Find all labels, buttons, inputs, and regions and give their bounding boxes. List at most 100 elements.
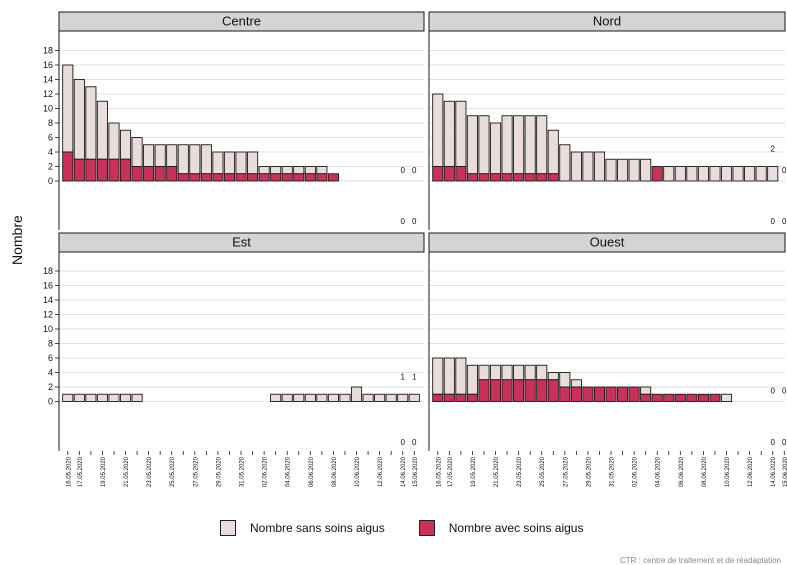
x-tick-label: 29.05.2020	[586, 456, 592, 487]
bar-sans-nord	[755, 166, 767, 182]
y-tick-label: 0	[48, 176, 53, 186]
y-tick-label: 0	[48, 397, 53, 407]
bar-sans-nord	[720, 166, 733, 182]
bar-sans-ouest	[443, 357, 455, 395]
bar-sans-centre	[119, 129, 132, 160]
bar-avec-nord	[455, 166, 467, 182]
bar-avec-centre	[212, 173, 224, 182]
bar-avec-ouest	[513, 379, 525, 402]
y-tick-label: 18	[43, 266, 53, 276]
bar-sans-ouest	[547, 372, 559, 381]
bar-sans-centre	[85, 86, 97, 160]
bar-sans-ouest	[559, 372, 571, 388]
bar-sans-centre	[304, 166, 316, 175]
bar-avec-centre	[235, 173, 247, 182]
bar-sans-est	[270, 393, 282, 402]
bar-avec-nord	[547, 173, 559, 182]
x-tick-label: 02.06.2020	[263, 456, 269, 487]
bar-sans-est	[293, 393, 305, 402]
panel-title-est: Est	[232, 235, 251, 250]
legend-label-sans: Nombre sans soins aigus	[250, 521, 385, 535]
x-tick-label: 08.06.2020	[702, 456, 708, 487]
bar-sans-centre	[143, 144, 155, 167]
x-tick-label: 17.05.2020	[448, 456, 454, 487]
bar-avec-ouest	[489, 379, 502, 402]
y-tick-label: 10	[43, 104, 53, 114]
y-tick-label: 14	[43, 75, 53, 85]
bar-sans-nord	[686, 166, 698, 182]
bar-sans-nord	[605, 158, 617, 182]
bar-sans-nord	[547, 129, 559, 175]
bar-avec-ouest	[651, 393, 663, 402]
bar-sans-nord	[640, 158, 652, 182]
x-tick-label: 29.05.2020	[216, 456, 222, 487]
bar-avec-ouest	[593, 386, 606, 402]
bar-avec-centre	[131, 166, 143, 182]
bottom-annotation: 0	[770, 217, 775, 226]
bar-sans-centre	[177, 144, 189, 175]
bar-sans-est	[62, 393, 74, 402]
legend-item-avec: Nombre avec soins aigus	[418, 520, 583, 536]
bar-avec-centre	[73, 158, 85, 182]
top-annotation: 0	[400, 166, 405, 175]
bar-avec-ouest	[697, 393, 709, 402]
bar-sans-nord	[767, 166, 779, 182]
bar-avec-centre	[143, 166, 155, 182]
bar-avec-nord	[432, 166, 444, 182]
bar-avec-ouest	[455, 393, 467, 402]
bar-sans-ouest	[720, 393, 733, 402]
y-tick-label: 4	[48, 368, 53, 378]
bar-sans-ouest	[570, 379, 582, 388]
bar-sans-est	[362, 393, 374, 402]
legend-item-sans: Nombre sans soins aigus	[220, 520, 385, 536]
bar-avec-nord	[501, 173, 513, 182]
bar-avec-centre	[96, 158, 108, 182]
bar-sans-est	[374, 393, 386, 402]
x-tick-label: 02.06.2020	[633, 456, 639, 487]
y-tick-label: 4	[48, 147, 53, 157]
bar-sans-nord	[570, 151, 582, 182]
x-tick-label: 23.05.2020	[147, 456, 153, 487]
y-tick-label: 6	[48, 133, 53, 143]
top-annotation: 1	[412, 372, 417, 381]
x-tick-label: 14.06.2020	[771, 456, 777, 487]
bar-sans-nord	[513, 115, 525, 175]
bar-sans-est	[96, 393, 108, 402]
x-tick-label: 21.05.2020	[124, 456, 130, 487]
bar-sans-nord	[432, 93, 444, 167]
x-tick-label: 06.06.2020	[679, 456, 685, 487]
bar-sans-nord	[732, 166, 744, 182]
bar-avec-centre	[189, 173, 201, 182]
bar-sans-est	[108, 393, 120, 402]
x-tick-label: 19.05.2020	[471, 456, 477, 487]
bar-sans-ouest	[524, 364, 536, 381]
bottom-annotation: 0	[412, 217, 417, 226]
panel-title-nord: Nord	[593, 14, 621, 29]
bar-sans-nord	[443, 100, 455, 167]
bar-avec-centre	[293, 173, 305, 182]
y-tick-label: 14	[43, 295, 53, 305]
bottom-annotation: 0	[400, 438, 405, 447]
legend: Nombre sans soins aigus Nombre avec soin…	[220, 520, 617, 536]
top-annotation: 2	[770, 145, 775, 154]
bar-sans-est	[339, 393, 351, 402]
bar-sans-nord	[536, 115, 548, 175]
bar-sans-centre	[189, 144, 201, 175]
bar-avec-ouest	[547, 379, 559, 402]
bar-sans-ouest	[432, 357, 444, 395]
x-tick-label: 08.06.2020	[332, 456, 338, 487]
bar-avec-ouest	[663, 393, 675, 402]
x-tick-label: 23.05.2020	[517, 456, 523, 487]
bar-avec-nord	[651, 166, 663, 182]
x-tick-label: 15.06.2020	[783, 456, 787, 487]
bar-avec-ouest	[432, 393, 444, 402]
bar-sans-nord	[455, 100, 467, 167]
bar-avec-centre	[108, 158, 120, 182]
bar-sans-nord	[709, 166, 721, 182]
top-annotation: 0	[770, 387, 775, 396]
bar-avec-ouest	[466, 393, 478, 402]
bar-sans-ouest	[489, 364, 502, 381]
bar-sans-est	[119, 393, 132, 402]
x-tick-label: 31.05.2020	[240, 456, 246, 487]
panel-title-centre: Centre	[222, 14, 261, 29]
